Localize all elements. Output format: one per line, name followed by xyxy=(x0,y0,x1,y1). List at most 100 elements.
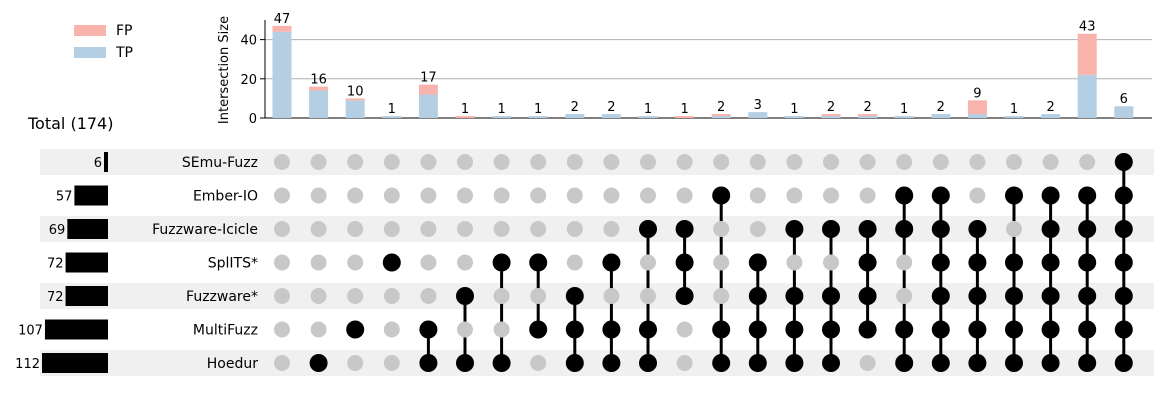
matrix-row-band xyxy=(40,350,1154,376)
matrix-dot-active xyxy=(822,354,840,372)
set-size-bar xyxy=(65,286,108,306)
bar-tp xyxy=(272,31,292,118)
matrix-dot-inactive xyxy=(383,321,400,338)
matrix-dot-active xyxy=(565,287,584,305)
bar-value-label: 2 xyxy=(607,100,615,115)
matrix-dot-active xyxy=(565,320,584,339)
matrix-dot-inactive xyxy=(420,154,437,170)
matrix-dot-active xyxy=(931,186,950,205)
matrix-dot-active xyxy=(785,320,804,339)
bar-value-label: 43 xyxy=(1079,20,1096,35)
matrix-dot-active xyxy=(1114,287,1133,305)
matrix-dot-active xyxy=(1078,320,1097,339)
matrix-dot-active xyxy=(492,354,511,372)
bar-value-label: 1 xyxy=(388,102,396,117)
set-size-label: 112 xyxy=(15,357,40,372)
matrix-dot-inactive xyxy=(640,288,656,304)
legend-label-fp: FP xyxy=(116,23,133,39)
bar-fp xyxy=(821,114,841,117)
matrix-dot-inactive xyxy=(274,187,290,204)
matrix-dot-inactive xyxy=(566,154,583,170)
matrix-dot-inactive xyxy=(274,355,290,371)
matrix-dot-inactive xyxy=(274,154,290,170)
matrix-dot-active xyxy=(931,320,950,339)
matrix-dot-inactive xyxy=(823,254,839,271)
set-size-label: 6 xyxy=(94,156,102,171)
matrix-dot-active xyxy=(602,354,621,372)
matrix-dot-active xyxy=(1114,354,1133,372)
matrix-dot-inactive xyxy=(347,187,364,204)
set-name-label: Ember-IO xyxy=(193,189,258,205)
bar-tp xyxy=(748,112,768,118)
matrix-dot-active xyxy=(1005,320,1023,339)
matrix-dot-active xyxy=(346,320,365,339)
matrix-dot-inactive xyxy=(420,254,437,271)
matrix-dot-inactive xyxy=(274,221,290,237)
matrix-dot-inactive xyxy=(603,187,620,204)
matrix-dot-active xyxy=(895,186,914,205)
matrix-dot-inactive xyxy=(859,187,876,204)
bar-tp xyxy=(418,94,438,118)
set-size-label: 72 xyxy=(47,257,64,272)
bar-value-label: 1 xyxy=(1010,102,1018,117)
matrix-dot-active xyxy=(1041,220,1060,238)
matrix-dot-inactive xyxy=(749,221,766,237)
matrix-dot-inactive xyxy=(493,187,510,204)
matrix-dot-active xyxy=(1078,186,1097,205)
matrix-dot-active xyxy=(931,253,950,272)
matrix-dot-active xyxy=(931,354,950,372)
bar-tp xyxy=(601,114,621,118)
matrix-dot-inactive xyxy=(603,288,620,304)
matrix-dot-active xyxy=(858,220,877,238)
matrix-dot-active xyxy=(1005,287,1023,305)
bar-value-label: 1 xyxy=(497,102,505,117)
matrix-dot-inactive xyxy=(823,187,839,204)
bar-value-label: 1 xyxy=(461,102,469,117)
set-size-label: 69 xyxy=(49,223,66,238)
matrix-dot-inactive xyxy=(676,187,693,204)
matrix-dot-inactive xyxy=(713,221,730,237)
matrix-dot-active xyxy=(1041,186,1060,205)
matrix-dot-inactive xyxy=(713,288,730,304)
bar-tp xyxy=(382,116,402,118)
matrix-dot-active xyxy=(382,253,401,272)
matrix-dot-inactive xyxy=(932,154,949,170)
matrix-dot-inactive xyxy=(457,221,473,237)
bar-value-label: 47 xyxy=(274,12,291,27)
bar-tp xyxy=(528,116,548,118)
matrix-row-band xyxy=(40,283,1154,309)
bar-fp xyxy=(455,116,475,118)
matrix-dot-inactive xyxy=(530,154,547,170)
set-size-bar xyxy=(65,252,108,273)
matrix-dot-inactive xyxy=(383,355,400,371)
legend: FP TP xyxy=(74,23,133,61)
matrix-dot-inactive xyxy=(383,187,400,204)
matrix-dot-inactive xyxy=(493,288,510,304)
set-size-label: 57 xyxy=(56,190,73,205)
matrix-dot-active xyxy=(895,220,914,238)
matrix-dot-inactive xyxy=(530,221,547,237)
matrix-dot-active xyxy=(602,320,621,339)
matrix-dot-inactive xyxy=(347,221,364,237)
matrix-dot-active xyxy=(639,220,657,238)
y-axis-label: Intersection Size xyxy=(217,16,232,124)
matrix-layer: SEmu-Fuzz Ember-IO Fuzzware-Icicle SplITS* F… xyxy=(40,149,1154,376)
bar-fp xyxy=(858,114,878,117)
matrix-dot-inactive xyxy=(786,154,803,170)
matrix-dot-inactive xyxy=(457,321,473,338)
bar-value-label: 2 xyxy=(827,100,835,115)
matrix-dot-active xyxy=(712,186,731,205)
matrix-dot-inactive xyxy=(1006,221,1022,237)
bar-value-label: 1 xyxy=(680,102,688,117)
bar-tp xyxy=(638,116,658,118)
matrix-dot-inactive xyxy=(383,154,400,170)
bar-value-label: 2 xyxy=(571,100,579,115)
bar-tp xyxy=(858,116,878,118)
bar-tp xyxy=(931,114,951,118)
legend-swatch-fp xyxy=(74,25,106,36)
y-tick-label: 40 xyxy=(240,34,257,49)
bar-fp xyxy=(418,84,438,95)
matrix-dot-active xyxy=(456,354,474,372)
matrix-dot-inactive xyxy=(347,154,364,170)
